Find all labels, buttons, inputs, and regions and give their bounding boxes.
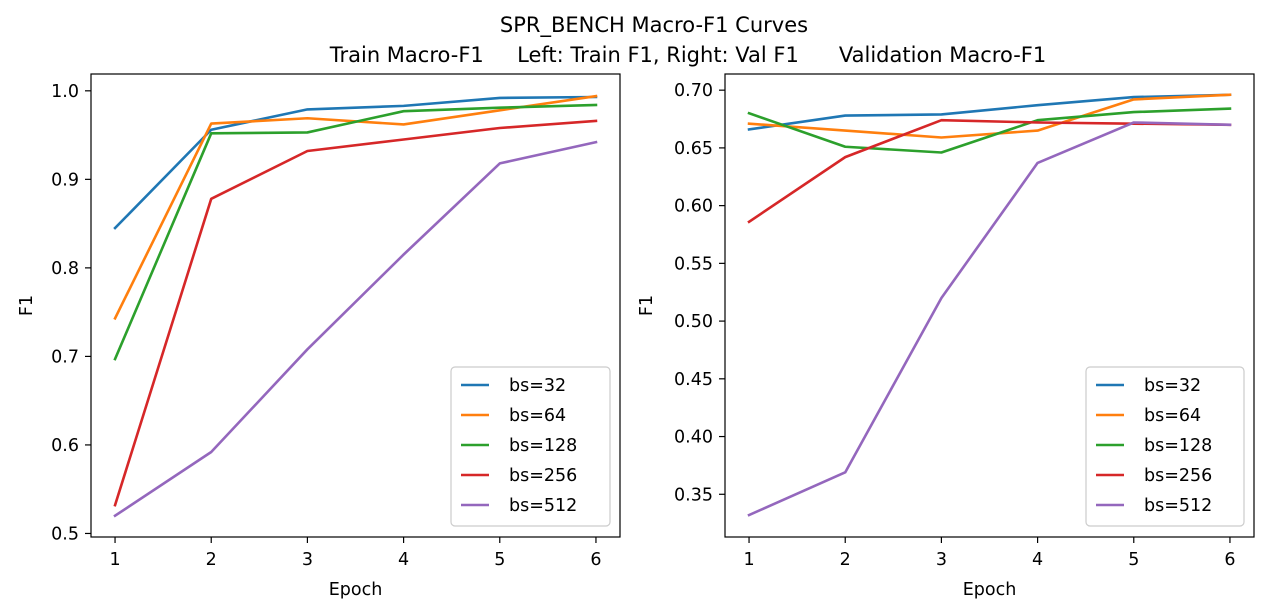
panel2-legend-label-bs64: bs=64 [1144,406,1201,426]
panel2-y-tick-label: 0.50 [674,312,713,332]
panel2-legend-label-bs256: bs=256 [1144,466,1212,486]
panel2-y-tick-label: 0.55 [674,254,713,274]
panel1-legend-box [450,366,611,527]
panel2-series-line-bs64 [747,93,1232,139]
panel1-legend-label-bs512: bs=512 [509,496,577,516]
panel2-y-tick-label: 0.35 [674,485,713,505]
panel1-y-tick-label: 0.9 [51,170,79,190]
panel2-x-tick-label: 1 [743,550,754,570]
panel1-x-tick-label: 3 [302,550,313,570]
panel1-x-tick-label: 6 [590,550,601,570]
panel1-series-line-bs256 [113,119,598,507]
panel1-x-tick-label: 5 [494,550,505,570]
panel1-series-line-bs32 [113,95,598,230]
panel2-x-tick-label: 5 [1128,550,1139,570]
panel2-series-line-bs128 [747,107,1232,154]
train-f1-panel: 0.5 0.6 0.7 0.8 0.9 1.0 1 2 3 4 5 6 Epoch F1 bs=32 bs=6… [17,73,621,600]
panel1-legend-label-bs32: bs=32 [509,376,566,396]
panel2-legend-label-bs128: bs=128 [1144,436,1212,456]
panel2-y-tick-label: 0.40 [674,428,713,448]
panel1-series-line-bs512 [113,140,598,518]
panel2-axes-frame [724,73,1255,538]
panel2-y-tick-label: 0.60 [674,197,713,217]
suptitle-line2: Train Macro-F1 Left: Train F1, Right: Va… [329,43,1047,67]
panel2-y-tick-label: 0.45 [674,370,713,390]
suptitle-line1: SPR_BENCH Macro-F1 Curves [500,13,808,38]
panel1-y-tick-label: 0.5 [51,524,79,544]
panel1-series-line-bs128 [113,103,598,361]
panel1-x-axis-label: Epoch [329,580,383,600]
panel2-x-tick-label: 2 [840,550,851,570]
panel1-legend-label-bs256: bs=256 [509,466,577,486]
panel2-x-tick-label: 3 [936,550,947,570]
panel2-legend-box [1085,366,1245,527]
panel1-y-axis-label: F1 [17,295,37,316]
val-f1-panel: 0.35 0.40 0.45 0.50 0.55 0.60 0.65 0.70 1 2 3 4 5 6 Ep… [637,73,1255,600]
panel2-y-axis-label: F1 [637,295,657,316]
panel2-legend-label-bs512: bs=512 [1144,496,1212,516]
panel1-axes-frame [90,73,621,538]
panel1-x-tick-label: 1 [109,550,120,570]
panel1-y-tick-label: 0.8 [51,259,79,279]
panel1-y-tick-label: 0.7 [51,347,79,367]
panel2-series-line-bs32 [747,93,1232,131]
panel2-y-tick-label: 0.65 [674,139,713,159]
panel1-x-tick-label: 2 [206,550,217,570]
panel1-legend-label-bs128: bs=128 [509,436,577,456]
panel1-legend-label-bs64: bs=64 [509,406,566,426]
panel2-y-tick-label: 0.70 [674,81,713,101]
panel2-series-line-bs512 [747,121,1232,517]
panel2-x-tick-label: 4 [1032,550,1043,570]
panel2-legend-label-bs32: bs=32 [1144,376,1201,396]
panel1-y-tick-label: 1.0 [51,82,79,102]
panel2-x-axis-label: Epoch [963,580,1017,600]
panel1-y-tick-label: 0.6 [51,436,79,456]
panel2-x-tick-label: 6 [1224,550,1235,570]
panel1-x-tick-label: 4 [398,550,409,570]
